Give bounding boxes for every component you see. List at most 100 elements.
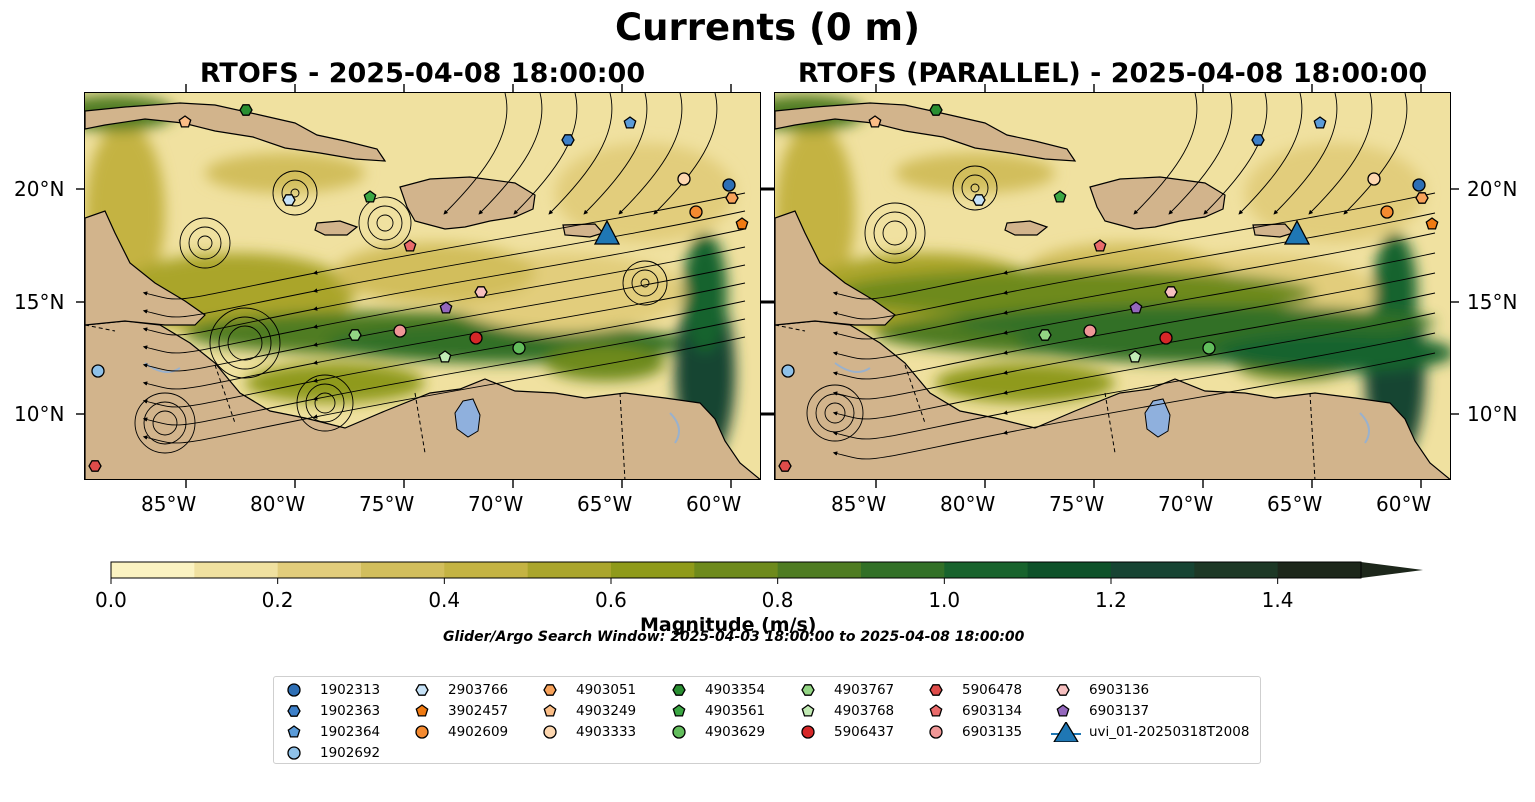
colorbar-segment [777,562,862,578]
float-marker[interactable] [403,239,417,252]
float-marker[interactable] [778,460,792,472]
float-marker[interactable] [1415,192,1429,204]
float-marker[interactable] [439,301,453,314]
legend-symbol [801,684,815,696]
legend-glider-icon [1053,722,1079,742]
legend-marker-icon [543,684,557,696]
float-marker[interactable] [1093,239,1107,252]
float-marker[interactable] [561,134,575,146]
float-marker[interactable] [393,324,407,338]
float-marker[interactable] [1202,341,1216,355]
colorbar-extend-arrow [1361,562,1423,578]
colorbar-segment [861,562,945,578]
float-marker[interactable] [677,172,691,186]
legend-marker-icon [543,704,557,717]
legend-symbol [672,704,686,717]
float-marker[interactable] [1129,301,1143,314]
float-marker[interactable] [512,341,526,355]
float-marker[interactable] [438,350,452,363]
float-marker[interactable] [1159,331,1173,345]
float-marker[interactable] [1412,178,1426,192]
float-marker[interactable] [623,116,637,129]
colorbar-segment [1111,562,1195,578]
jamaica-land [1004,220,1049,236]
lon-tick-label: 80°W [250,492,306,516]
float-marker[interactable] [91,364,105,378]
legend-label: 1902364 [320,724,381,740]
float-marker[interactable] [1053,190,1067,203]
colorbar [110,561,1423,584]
legend-label: 6903135 [962,724,1023,740]
map-panel-rtofs-parallel[interactable] [774,92,1451,480]
float-marker[interactable] [1038,329,1052,341]
float-marker[interactable] [725,192,739,204]
legend-marker-icon [801,704,815,717]
float-marker[interactable] [282,194,296,206]
legend-marker-icon [672,704,686,717]
float-marker[interactable] [1083,324,1097,338]
float-marker[interactable] [469,331,483,345]
lon-tick-label: 70°W [468,492,524,516]
float-marker[interactable] [868,115,882,128]
float-marker[interactable] [722,178,736,192]
legend-marker-icon [1056,704,1070,717]
legend-item: 4903767 [796,680,894,700]
legend-item: 3902457 [410,701,508,721]
legend-label: uvi_01-20250318T2008 [1089,724,1250,740]
streamlines [134,93,746,454]
legend-marker-icon [415,704,429,717]
float-marker[interactable] [1380,205,1394,219]
float-marker[interactable] [348,329,362,341]
legend-marker-icon [801,684,815,696]
float-marker[interactable] [735,217,749,230]
panel-title-rtofs-parallel: RTOFS (PARALLEL) - 2025-04-08 18:00:00 [797,58,1428,89]
glider-marker[interactable] [1283,219,1311,245]
legend-marker-icon [287,746,301,760]
lat-tick-label: 20°N [14,177,65,201]
panel-title-rtofs: RTOFS - 2025-04-08 18:00:00 [199,58,646,89]
puerto-rico-land [562,223,605,238]
map-panel-rtofs[interactable] [84,92,761,480]
float-marker[interactable] [1367,172,1381,186]
legend-marker-icon [287,705,301,717]
legend-marker-icon [672,725,686,739]
float-marker[interactable] [972,194,986,206]
float-marker[interactable] [88,460,102,472]
legend-label: 4902609 [448,724,509,740]
glider-marker[interactable] [593,219,621,245]
float-marker[interactable] [689,205,703,219]
float-marker[interactable] [239,104,253,116]
legend-item: 1902363 [282,701,380,721]
jamaica-land [314,220,359,236]
legend-label: 4903051 [576,682,637,698]
float-marker[interactable] [1425,217,1439,230]
float-marker[interactable] [1164,286,1178,298]
lat-tick-label: 20°N [1467,177,1518,201]
legend-marker-icon [415,684,429,696]
legend-label: 4903333 [576,724,637,740]
float-marker[interactable] [781,364,795,378]
float-marker[interactable] [178,115,192,128]
float-marker[interactable] [1251,134,1265,146]
colorbar-segment [194,562,279,578]
legend-marker-icon [929,704,943,717]
lat-tick-label: 15°N [14,290,65,314]
colorbar-tick-label: 0.0 [95,588,127,612]
float-marker[interactable] [1128,350,1142,363]
legend-symbol [415,684,429,696]
legend-label: 5906437 [834,724,895,740]
streamlines [806,93,1436,460]
lat-tick-label: 10°N [14,402,65,426]
legend-label: 6903134 [962,703,1023,719]
legend-symbol [672,725,686,739]
float-marker[interactable] [1313,116,1327,129]
float-marker[interactable] [363,190,377,203]
legend-symbol [287,683,301,697]
float-marker[interactable] [929,104,943,116]
colorbar-segment [444,562,529,578]
legend-label: 4903629 [705,724,766,740]
lon-tick-label: 65°W [1267,492,1323,516]
float-marker[interactable] [474,286,488,298]
legend-symbol [415,725,429,739]
colorbar-segment [1027,562,1112,578]
